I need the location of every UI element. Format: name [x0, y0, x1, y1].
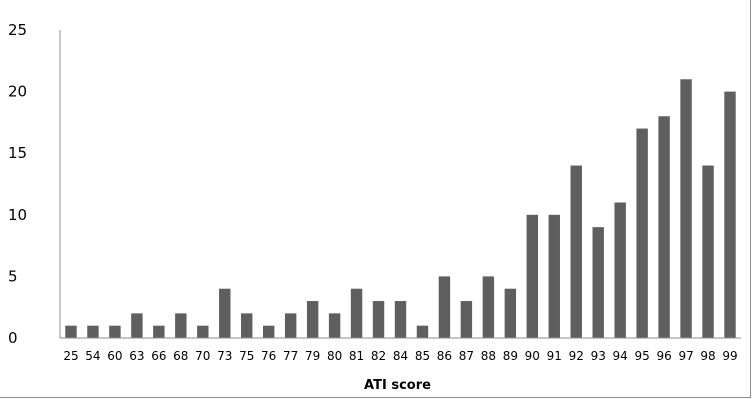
x-tick-label: 80: [327, 349, 342, 363]
x-tick-label: 94: [613, 349, 628, 363]
bar: [153, 325, 165, 338]
x-axis: 25 54 60 63 66 68 70 73 75 76 77 79 80 81 82 84 85 86 87 88…: [60, 337, 741, 363]
bar: [526, 214, 539, 338]
bar: [702, 165, 714, 338]
bar: [636, 128, 648, 338]
x-tick-label: 92: [569, 349, 584, 363]
bar: [614, 202, 626, 338]
bar: [262, 325, 275, 338]
bar: [416, 325, 429, 338]
bar: [504, 288, 517, 338]
x-tick-label: 88: [481, 349, 496, 363]
x-tick-label: 96: [656, 349, 671, 363]
y-tick-label: 5: [8, 267, 18, 285]
bar: [460, 301, 473, 338]
x-tick-label: 68: [173, 349, 188, 363]
y-tick-label: 0: [8, 329, 18, 347]
bar: [548, 214, 560, 338]
x-tick-label: 25: [63, 349, 78, 363]
x-tick-label: 85: [415, 349, 430, 363]
bar: [131, 313, 143, 338]
x-tick-label: 66: [151, 349, 166, 363]
bar: [284, 313, 297, 338]
x-tick-label: 87: [459, 349, 474, 363]
bars: [65, 79, 736, 339]
x-tick-label: 60: [107, 349, 122, 363]
x-tick-label: 79: [305, 349, 320, 363]
bar: [197, 325, 209, 338]
bar: [328, 313, 341, 338]
bar: [570, 165, 582, 338]
bar: [680, 79, 692, 338]
bar: [175, 313, 187, 338]
y-tick-label: 10: [8, 206, 27, 224]
bar: [438, 276, 451, 338]
y-tick-label: 25: [8, 21, 27, 39]
x-tick-label: 91: [547, 349, 562, 363]
bar: [658, 116, 670, 339]
x-axis-title: ATI score: [364, 378, 431, 393]
x-tick-label: 99: [722, 349, 737, 363]
x-tick-label: 86: [437, 349, 452, 363]
x-tick-label: 98: [700, 349, 715, 363]
x-tick-label: 76: [261, 349, 276, 363]
bar: [219, 288, 231, 338]
x-tick-label: 89: [503, 349, 518, 363]
x-tick-label: 70: [195, 349, 210, 363]
x-tick-label: 54: [85, 349, 100, 363]
x-tick-label: 77: [283, 349, 298, 363]
bar: [87, 325, 99, 338]
bar: [109, 325, 121, 338]
x-tick-label: 63: [129, 349, 144, 363]
y-axis: 0 5 10 15 20 25: [8, 21, 61, 347]
bar: [372, 301, 385, 338]
bar: [241, 313, 253, 338]
x-tick-label: 82: [371, 349, 386, 363]
bar: [394, 301, 407, 338]
bar: [306, 301, 319, 338]
bar: [482, 276, 495, 338]
x-tick-label: 97: [678, 349, 693, 363]
bar: [350, 288, 363, 338]
x-tick-label: 73: [217, 349, 232, 363]
x-tick-label: 81: [349, 349, 364, 363]
x-tick-label: 93: [591, 349, 606, 363]
y-tick-label: 20: [8, 83, 27, 101]
x-tick-label: 75: [239, 349, 254, 363]
bar: [65, 325, 77, 338]
bar: [592, 227, 604, 338]
x-tick-label: 95: [635, 349, 650, 363]
y-tick-label: 15: [8, 144, 27, 162]
x-tick-label: 90: [525, 349, 540, 363]
x-tick-label: 84: [393, 349, 408, 363]
bar: [724, 91, 736, 338]
